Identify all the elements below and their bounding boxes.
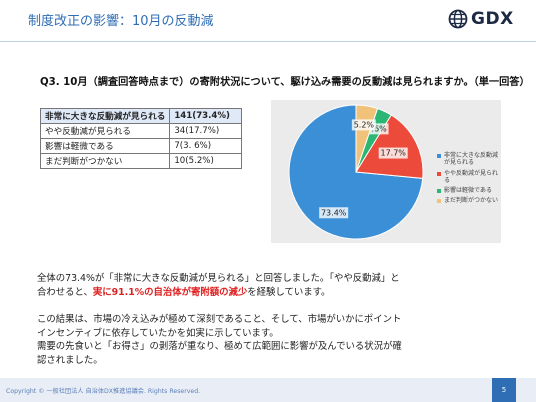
globe-icon (448, 9, 468, 29)
body-line: この結果は、市場の冷え込みが極めて深刻であること、そして、市場がいかにポイント (37, 314, 402, 325)
data-label: 73.4% (321, 208, 347, 217)
body-text: 合わせると、 (37, 286, 93, 298)
legend-item: やや反動減が見られる (437, 170, 499, 185)
data-label: 3.6% (366, 124, 387, 133)
copyright: Copyright © 一般社団法人 自治体DX推進協議会. Rights Re… (6, 388, 201, 395)
table-row: 影響は軽微である 7(3. 6%) (39, 138, 242, 154)
header-divider (0, 41, 536, 42)
chart-legend: 非常に大きな反動減が見られる やや反動減が見られる影響は軽微である まだ判断がつかな… (437, 152, 499, 208)
body-line: インセンティブに依存していたかを如実に示しています。 (37, 327, 279, 339)
body-line: 全体の73.4%が「非常に大きな反動減が見られる」と回答しました。「やや反動減」… (37, 273, 400, 284)
table-cell-value: 141(73.4%) (169, 108, 242, 124)
body-line: 認されました。 (37, 354, 103, 366)
table-row: 非常に大きな反動減が見られる 141(73.4%) (39, 108, 242, 124)
body-text: を経験しています。 (247, 286, 331, 298)
table-row: やや反動減が見られる 34(17.7%) (39, 123, 242, 139)
table-cell-label: まだ判断がつかない (39, 153, 171, 169)
data-label-background (319, 207, 349, 219)
pie-chart-panel: 73.4% 17.7% 3.6% 5.2% 非常に大きな反動減が見られる やや反動減が見… (271, 100, 501, 243)
table-cell-value: 7(3. 6%) (169, 138, 242, 154)
body-paragraph-1: 全体の73.4%が「非常に大きな反動減が見られる」と回答しました。「やや反動減」… (37, 272, 400, 299)
pie-chart: 73.4% 17.7% 3.6%5.2% (288, 104, 424, 240)
legend-swatch (437, 154, 441, 158)
table-cell-label: 非常に大きな反動減が見られる (39, 108, 171, 124)
pie-slice (355, 114, 424, 179)
table-cell-value: 34(17.7%) (169, 123, 242, 139)
legend-swatch (437, 189, 441, 194)
body-line: 合わせると、実に91.1%の自治体が寄附額の減少を経験しています。 (37, 286, 400, 300)
legend-label: まだ判断がつかない (444, 197, 499, 205)
legend-label: 影響は軽微である (444, 187, 492, 195)
logo-text: GDX (471, 9, 514, 29)
data-label: 5.2% (354, 120, 375, 129)
legend-swatch (437, 199, 441, 204)
gdx-logo: GDX (448, 8, 514, 30)
body-line: 需要の先食いと「お得さ」の剥落が重なり、極めて広範囲に影響が及んでいる状況が確 (37, 341, 402, 353)
table-row: まだ判断がつかない 10(5.2%) (39, 153, 242, 169)
table-cell-label: やや反動減が見られる (39, 123, 171, 139)
legend-swatch (437, 171, 441, 176)
body-paragraph-2: この結果は、市場の冷え込みが極めて深刻であること、そして、市場がいかにポイント … (37, 313, 402, 367)
legend-item: 影響は軽微である (437, 187, 499, 194)
summary-table: 非常に大きな反動減が見られる 141(73.4%) やや反動減が見られる 34(… (39, 108, 242, 169)
data-label-background (378, 147, 408, 159)
footer-bar (0, 378, 536, 402)
page-title: 制度改正の影響：10月の反動減 (28, 14, 214, 29)
page-number: 5 (492, 378, 516, 402)
highlight-text: 実に91.1%の自治体が寄附額の減少 (92, 286, 248, 298)
data-label-background (364, 123, 389, 135)
legend-item: まだ判断がつかない (437, 197, 499, 204)
data-label-background (351, 119, 376, 131)
table-cell-label: 影響は軽微である (39, 138, 171, 154)
legend-item: 非常に大きな反動減が見られる (437, 152, 499, 167)
question-text: Q3. 10月（調査回答時点まで）の寄附状況について、駆け込み需要の反動減は見ら… (40, 77, 530, 88)
legend-label: やや反動減が見られる (444, 169, 499, 184)
legend-label: 非常に大きな反動減が見られる (444, 152, 499, 167)
data-label: 17.7% (380, 149, 406, 158)
table-cell-value: 10(5.2%) (169, 153, 242, 169)
